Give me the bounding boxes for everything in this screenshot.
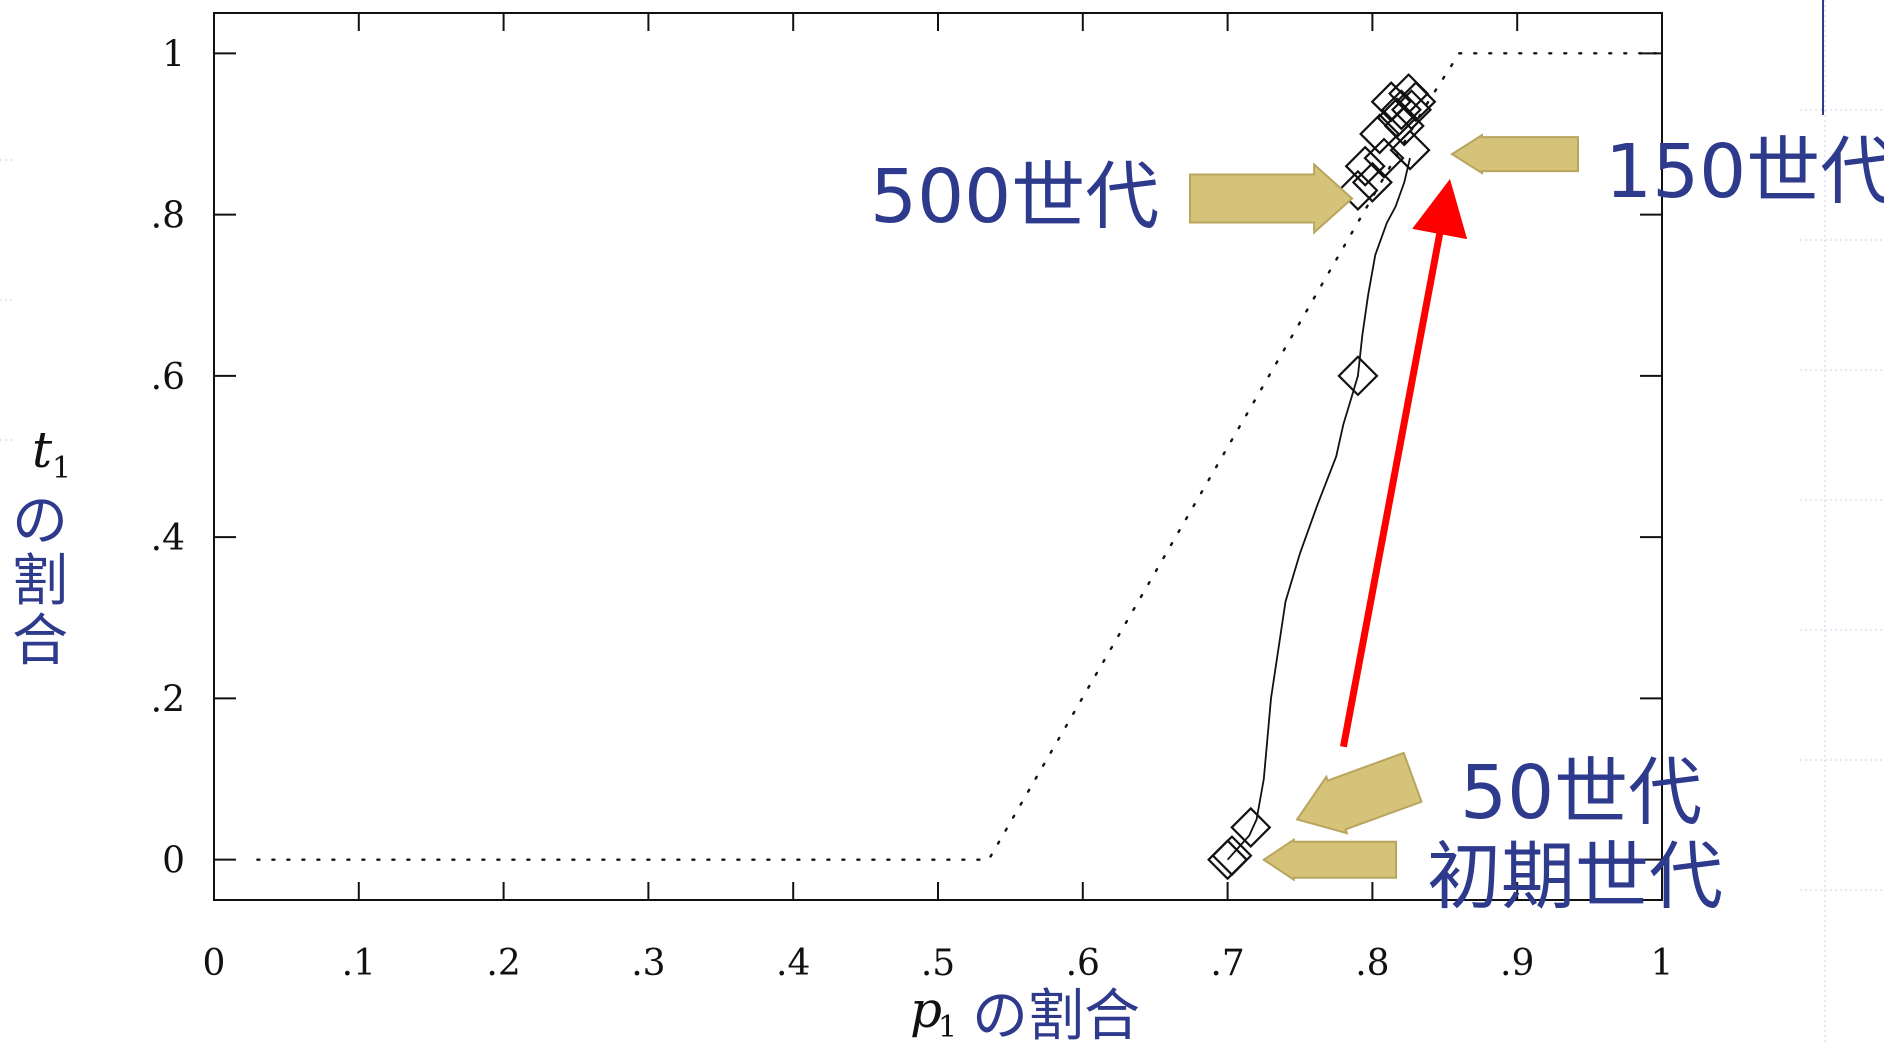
y-tick-label: 0 bbox=[162, 841, 185, 882]
y-axis-label-char-1: の bbox=[12, 489, 68, 554]
y-axis-label: t 1 の 割 合 bbox=[12, 421, 71, 674]
plot-series bbox=[256, 52, 1664, 861]
axis-ticks bbox=[213, 13, 1663, 900]
data-point-diamond bbox=[1337, 355, 1379, 397]
tick-labels: 0 .1 .2 .3 .4 .5 .6 .7 .8 .9 1 0 .2 .4 .6 .8 1 bbox=[151, 34, 1674, 984]
y-axis-label-char-2: 割 bbox=[12, 549, 68, 614]
x-tick-label: .6 bbox=[1066, 943, 1100, 984]
data-point-diamond bbox=[1344, 145, 1386, 187]
y-tick-label: 1 bbox=[162, 34, 185, 75]
data-point-diamond bbox=[1337, 169, 1379, 211]
x-tick-label: 0 bbox=[203, 943, 226, 984]
x-tick-label: .7 bbox=[1210, 943, 1244, 984]
x-axis-label-math: p bbox=[910, 981, 942, 1039]
data-point-diamond bbox=[1359, 113, 1401, 155]
data-point-diamond bbox=[1395, 81, 1437, 123]
y-tick-label: .4 bbox=[151, 518, 185, 559]
series-solid-line bbox=[1226, 157, 1411, 861]
y-axis-label-math: t bbox=[32, 421, 53, 479]
y-tick-label: .6 bbox=[151, 357, 185, 398]
annotation-label: 150世代 bbox=[1605, 129, 1884, 215]
x-tick-label: .1 bbox=[342, 943, 376, 984]
data-point-diamond bbox=[1230, 806, 1272, 848]
data-point-diamond bbox=[1380, 89, 1422, 131]
x-axis-label-sub: 1 bbox=[938, 1010, 957, 1045]
x-tick-label: .3 bbox=[631, 943, 665, 984]
x-axis-label: p 1 の割合 bbox=[910, 981, 1140, 1045]
x-axis-label-text: の割合 bbox=[972, 984, 1140, 1045]
data-markers bbox=[1207, 73, 1437, 881]
annotation-label: 初期世代 bbox=[1427, 834, 1723, 920]
y-tick-label: .8 bbox=[151, 196, 185, 237]
annotation-label: 50世代 bbox=[1460, 750, 1702, 836]
annotation-arrow bbox=[1261, 837, 1397, 882]
data-point-diamond bbox=[1389, 129, 1431, 171]
x-tick-label: 1 bbox=[1651, 943, 1674, 984]
x-tick-label: .8 bbox=[1355, 943, 1389, 984]
data-point-diamond bbox=[1211, 835, 1253, 877]
y-axis-label-sub: 1 bbox=[52, 451, 71, 486]
annotation-arrow bbox=[1450, 133, 1579, 175]
red-trend-arrow bbox=[1339, 179, 1468, 748]
data-point-diamond bbox=[1363, 137, 1405, 179]
x-tick-label: .4 bbox=[776, 943, 810, 984]
y-tick-label: .2 bbox=[151, 679, 185, 720]
annotation-label: 500世代 bbox=[870, 154, 1159, 240]
x-tick-label: .9 bbox=[1500, 943, 1534, 984]
x-tick-label: .2 bbox=[486, 943, 520, 984]
plot-frame bbox=[213, 12, 1663, 901]
x-tick-label: .5 bbox=[921, 943, 955, 984]
annotation-arrow bbox=[1189, 162, 1354, 235]
y-axis-label-char-3: 合 bbox=[12, 609, 68, 674]
annotation-arrow bbox=[1295, 751, 1423, 835]
